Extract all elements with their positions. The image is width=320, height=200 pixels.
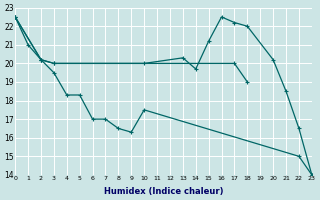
X-axis label: Humidex (Indice chaleur): Humidex (Indice chaleur) (104, 187, 223, 196)
